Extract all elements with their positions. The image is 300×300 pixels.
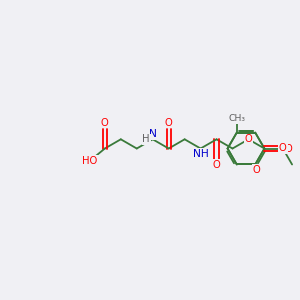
Text: O: O <box>165 118 172 128</box>
Text: O: O <box>244 134 252 144</box>
Text: O: O <box>284 143 292 154</box>
Text: HO: HO <box>82 156 98 166</box>
Text: O: O <box>101 118 109 128</box>
Text: N: N <box>149 129 157 139</box>
Text: CH₃: CH₃ <box>228 114 245 123</box>
Text: NH: NH <box>193 149 208 159</box>
Text: O: O <box>213 160 220 170</box>
Text: O: O <box>279 143 287 153</box>
Text: O: O <box>253 165 260 175</box>
Text: H: H <box>142 134 150 144</box>
